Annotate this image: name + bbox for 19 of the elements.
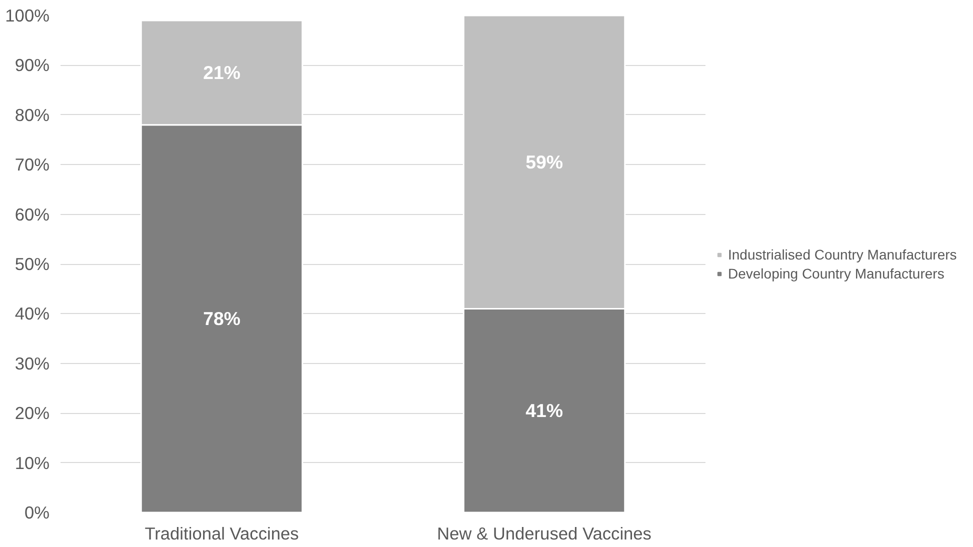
x-tick-label: New & Underused Vaccines (437, 524, 652, 544)
y-tick-label: 20% (14, 403, 50, 424)
y-tick-label: 90% (14, 55, 50, 76)
data-label: 21% (203, 62, 241, 84)
data-label: 59% (526, 152, 564, 173)
data-label: 78% (203, 308, 241, 330)
legend-label: Developing Country Manufacturers (728, 265, 944, 281)
y-tick-label: 80% (14, 104, 50, 125)
x-tick-label: Traditional Vaccines (144, 524, 300, 544)
y-tick-label: 40% (14, 304, 50, 324)
y-tick-label: 100% (5, 6, 50, 26)
y-tick-label: 50% (14, 254, 50, 274)
data-label: 41% (526, 400, 564, 422)
y-tick-label: 60% (14, 204, 50, 224)
y-tick-label: 0% (24, 502, 50, 522)
y-tick-label: 10% (14, 452, 50, 473)
legend-label: Industrialised Country Manufacturers (728, 246, 957, 262)
y-tick-label: 70% (14, 154, 50, 175)
y-tick-label: 30% (14, 353, 50, 374)
